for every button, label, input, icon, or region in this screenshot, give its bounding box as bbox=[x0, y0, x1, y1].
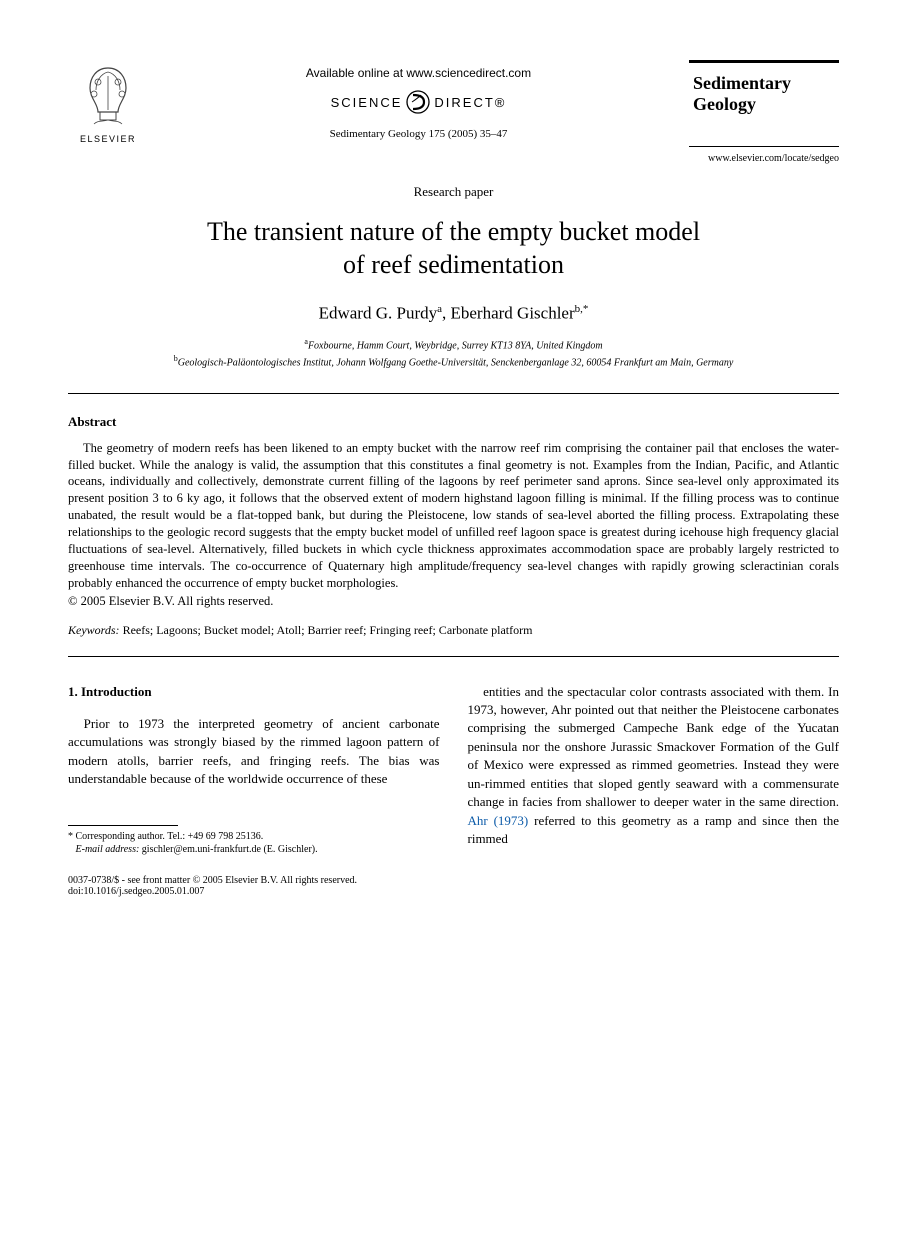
citation-link-ahr-1973[interactable]: Ahr (1973) bbox=[468, 813, 529, 828]
divider-top bbox=[68, 393, 839, 394]
sd-right-text: DIRECT® bbox=[434, 95, 506, 110]
column-right: entities and the spectacular color contr… bbox=[468, 683, 840, 857]
title-line1: The transient nature of the empty bucket… bbox=[207, 217, 700, 246]
body-columns: 1. Introduction Prior to 1973 the interp… bbox=[68, 683, 839, 857]
footer-doi-line: doi:10.1016/j.sedgeo.2005.01.007 bbox=[68, 886, 839, 897]
intro-right-part1: entities and the spectacular color contr… bbox=[468, 684, 840, 810]
abstract-body: The geometry of modern reefs has been li… bbox=[68, 440, 839, 592]
column-left: 1. Introduction Prior to 1973 the interp… bbox=[68, 683, 440, 857]
abstract-heading: Abstract bbox=[68, 414, 839, 430]
sciencedirect-d-icon bbox=[406, 90, 430, 114]
section-1-heading: 1. Introduction bbox=[68, 683, 440, 701]
author-2: Eberhard Gischler bbox=[451, 304, 575, 323]
journal-name-box: Sedimentary Geology bbox=[689, 60, 839, 147]
journal-url: www.elsevier.com/locate/sedgeo bbox=[689, 153, 839, 164]
keywords-line: Keywords: Reefs; Lagoons; Bucket model; … bbox=[68, 623, 839, 638]
corresponding-author-note: * Corresponding author. Tel.: +49 69 798… bbox=[68, 830, 440, 844]
author-2-aff: b,* bbox=[575, 303, 589, 315]
keywords-label: Keywords: bbox=[68, 623, 120, 637]
author-1: Edward G. Purdy bbox=[319, 304, 438, 323]
intro-para-right: entities and the spectacular color contr… bbox=[468, 683, 840, 849]
footer-issn-line: 0037-0738/$ - see front matter © 2005 El… bbox=[68, 875, 839, 886]
footnote-separator bbox=[68, 825, 178, 826]
title-line2: of reef sedimentation bbox=[343, 250, 564, 279]
available-online-text: Available online at www.sciencedirect.co… bbox=[148, 66, 689, 80]
email-label: E-mail address: bbox=[76, 844, 140, 855]
authors-line: Edward G. Purdya, Eberhard Gischlerb,* bbox=[68, 303, 839, 324]
sciencedirect-logo: SCIENCE DIRECT® bbox=[331, 90, 507, 114]
sd-left-text: SCIENCE bbox=[331, 95, 403, 110]
elsevier-tree-logo bbox=[76, 60, 140, 132]
affiliations: aFoxbourne, Hamm Court, Weybridge, Surre… bbox=[68, 336, 839, 371]
affiliation-b: Geologisch-Paläontologisches Institut, J… bbox=[178, 358, 734, 369]
affiliation-a: Foxbourne, Hamm Court, Weybridge, Surrey… bbox=[308, 340, 603, 351]
header-row: ELSEVIER Available online at www.science… bbox=[68, 60, 839, 164]
publisher-block: ELSEVIER bbox=[68, 60, 148, 144]
article-title: The transient nature of the empty bucket… bbox=[68, 216, 839, 281]
author-1-aff: a bbox=[437, 303, 442, 315]
paper-type: Research paper bbox=[68, 184, 839, 200]
keywords-text: Reefs; Lagoons; Bucket model; Atoll; Bar… bbox=[123, 623, 533, 637]
intro-para-left: Prior to 1973 the interpreted geometry o… bbox=[68, 715, 440, 789]
journal-brand-block: Sedimentary Geology www.elsevier.com/loc… bbox=[689, 60, 839, 164]
email-line: E-mail address: gischler@em.uni-frankfur… bbox=[68, 843, 440, 857]
journal-reference: Sedimentary Geology 175 (2005) 35–47 bbox=[148, 128, 689, 140]
email-address: gischler@em.uni-frankfurt.de (E. Gischle… bbox=[142, 844, 318, 855]
center-header: Available online at www.sciencedirect.co… bbox=[148, 60, 689, 140]
copyright-line: © 2005 Elsevier B.V. All rights reserved… bbox=[68, 594, 839, 609]
journal-name-line2: Geology bbox=[693, 94, 835, 115]
journal-name-line1: Sedimentary bbox=[693, 73, 835, 94]
publisher-label: ELSEVIER bbox=[80, 134, 136, 144]
divider-bottom bbox=[68, 656, 839, 657]
